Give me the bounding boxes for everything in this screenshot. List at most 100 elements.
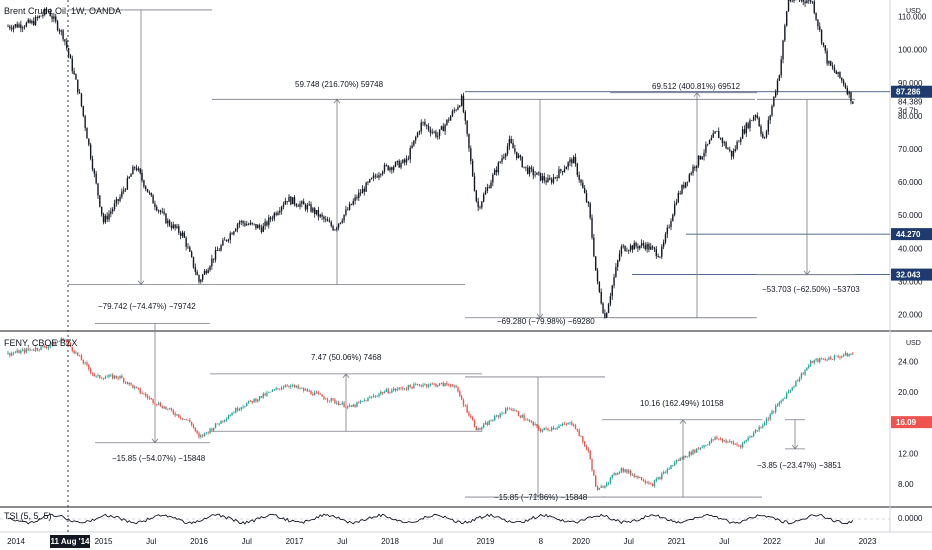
brent-price-tag[interactable] [891,228,932,241]
feny-candle [774,404,777,414]
brent-candle [493,168,496,176]
feny-measurement[interactable]: 10.16 (162.49%) 10158 [602,399,762,498]
brent-candle [358,189,360,202]
brent-candle [23,24,26,30]
feny-candle [273,388,275,391]
brent-candle [545,177,547,186]
brent-candle [681,184,683,195]
feny-candle [262,392,264,399]
brent-candle [429,126,432,137]
brent-candle [426,124,428,130]
brent-candle [697,155,700,168]
feny-candle [304,388,307,391]
feny-candle [589,450,591,460]
feny-candle [209,427,211,434]
brent-candle [319,213,321,218]
brent-measurement[interactable]: 69.512 (400.81%) 69512 [610,82,757,319]
brent-price-tag[interactable] [891,85,932,98]
feny-measurement[interactable]: −15.85 (−71.86%) −15848 [465,376,605,502]
brent-axis-tick: 20.000 [898,310,923,319]
feny-candle [830,355,832,360]
brent-candle [473,172,476,192]
brent-candle [830,60,832,67]
feny-pane[interactable]: 7.47 (50.06%) 7468 −15.85 (−54.07%) −1584… [0,322,932,502]
feny-candle [58,340,61,342]
brent-candle [145,185,147,192]
brent-candle [640,239,643,249]
brent-candle [499,160,501,164]
feny-candle [358,400,360,404]
brent-candle [268,214,270,229]
brent-candle [198,274,200,284]
feny-measurement[interactable]: −3.85 (−23.47%) −3851 [757,419,842,470]
brent-candle [253,223,255,226]
time-axis[interactable]: 2014 2015 Jul 2016 Jul 2017 Jul 2018 Jul 2019 8 202… [7,535,877,548]
feny-candle [611,474,613,480]
feny-candle [606,481,608,488]
feny-candle [325,397,327,400]
brent-candle [837,71,839,78]
tsi-pane[interactable]: TSI (5, 5, 5) 0.0000 [0,511,923,525]
feny-candle [826,358,828,362]
feny-candle [66,339,68,344]
brent-candle [403,158,406,166]
feny-candle [45,345,48,350]
brent-candle [27,18,29,24]
feny-candle [69,342,72,348]
brent-pane[interactable]: −79.742 (−74.47%) −79742 59.748 (216.70%)… [0,0,932,326]
feny-candle [110,373,112,377]
brent-candle [804,0,806,7]
feny-candle [776,403,779,408]
brent-candle [165,212,167,224]
feny-candle [662,470,665,475]
brent-candle [602,302,604,314]
brent-candle [844,82,847,90]
brent-candle [662,239,665,249]
brent-candle [661,244,663,260]
brent-candle [141,169,143,183]
feny-candle [134,385,136,390]
feny-candle [104,375,107,379]
brent-candle [591,214,593,240]
brent-candle [325,215,327,223]
feny-candle [139,387,141,395]
brent-candle [284,197,287,205]
brent-candle [527,164,529,175]
feny-price-tag[interactable] [891,416,932,429]
brent-candle [383,162,386,174]
feny-candle [330,397,332,403]
brent-candle [756,112,759,120]
brent-price-tag[interactable] [891,268,932,281]
brent-candle [334,228,336,231]
feny-measurement-label: 7.47 (50.06%) 7468 [311,353,382,362]
brent-measurement[interactable]: 59.748 (216.70%) 59748 [212,80,465,286]
brent-candle [628,249,630,255]
brent-countdown: 3d 7h [898,106,918,115]
brent-candle [435,129,437,139]
feny-candle [468,410,470,417]
feny-candle [438,382,441,387]
brent-candle [455,108,457,112]
brent-candle [123,186,125,195]
brent-candle [699,155,702,160]
brent-candle [525,166,527,172]
brent-candle [279,207,281,216]
brent-measurement[interactable]: −79.742 (−74.47%) −79742 [68,9,212,311]
brent-price-axis[interactable]: 110.000 100.000 90.000 80.000 70.000 60.000 50… [0,13,932,320]
brent-candle [771,104,773,117]
feny-measurement[interactable]: −15.85 (−54.07%) −15848 [95,322,210,463]
brent-candle [690,171,692,176]
brent-measurement-label: −69.280 (−79.98%) −69280 [497,317,595,326]
brent-candle [585,189,588,203]
brent-candle [703,149,705,161]
feny-title: FENY, CBOE BZX [4,338,77,348]
feny-candle [352,403,354,407]
feny-candle [402,386,404,391]
feny-measurement[interactable]: 7.47 (50.06%) 7468 [210,353,482,432]
brent-candle [389,166,391,173]
tsi-title: TSI (5, 5, 5) [4,511,52,521]
brent-candle [341,218,343,224]
feny-candle [157,401,160,406]
